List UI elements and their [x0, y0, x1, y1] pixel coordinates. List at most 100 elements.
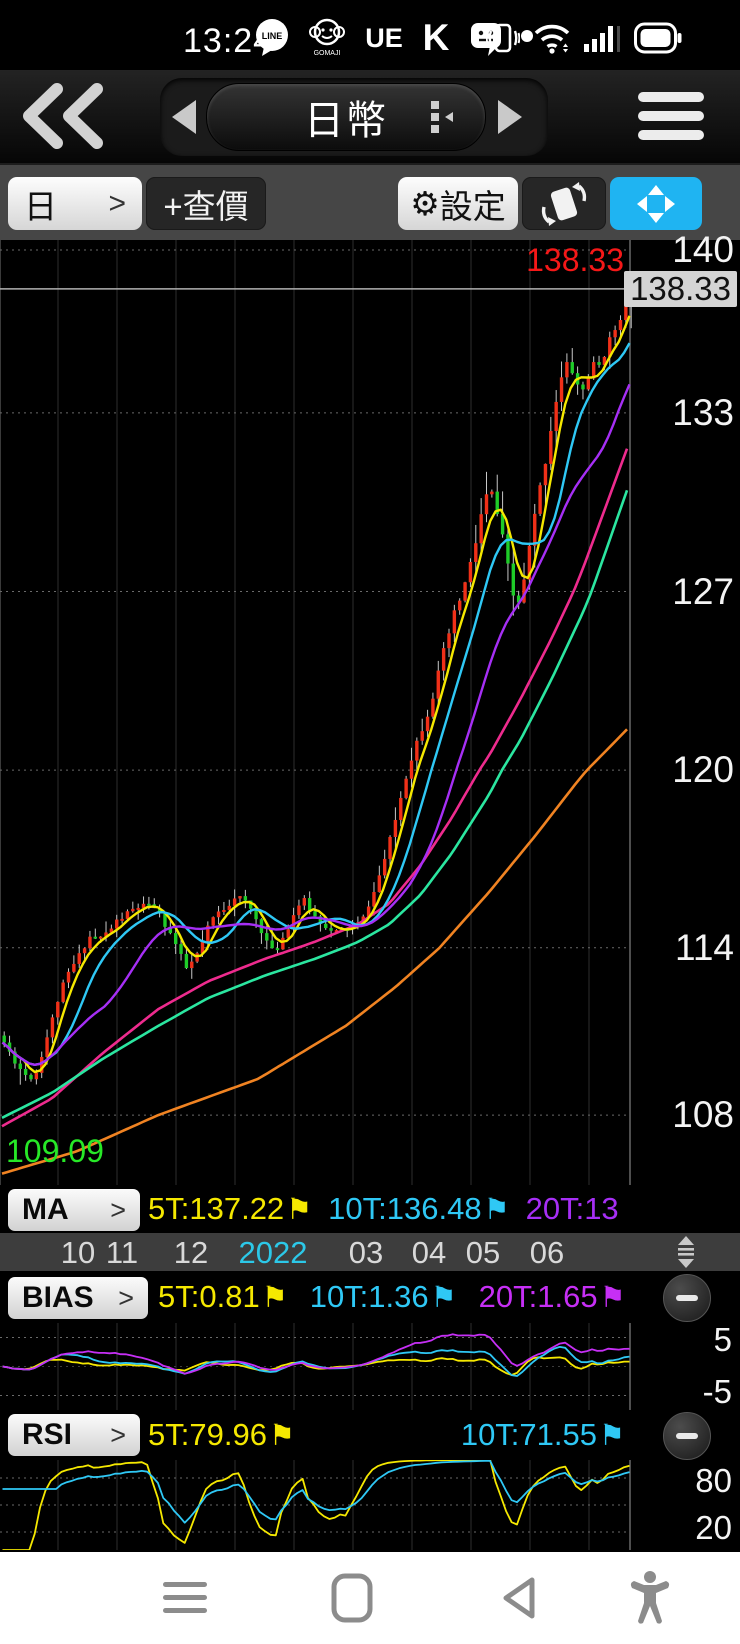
move-arrows-icon: [637, 184, 675, 223]
rsi-values: 5T:79.96 ⚑ 10T:71.55 ⚑: [148, 1410, 625, 1460]
period-high-label: 138.33: [526, 242, 624, 278]
svg-text:GOMAJI: GOMAJI: [314, 50, 341, 57]
period-low-label: 109.09: [6, 1133, 104, 1169]
settings-button[interactable]: ⚙ 設定: [398, 177, 518, 230]
vibrate-icon: [486, 23, 520, 53]
y-axis-tick: 140: [672, 229, 734, 270]
collapse-bias-button[interactable]: [663, 1274, 711, 1322]
notification-icons: LINE GOMAJI UE K: [252, 17, 534, 58]
y-axis-tick: 114: [675, 927, 734, 968]
y-axis-tick: 108: [672, 1094, 734, 1135]
y-axis-tick: 120: [672, 749, 734, 790]
last-price-badge: 138.33: [624, 271, 737, 307]
candlestick-chart[interactable]: [0, 240, 740, 1185]
svg-text:LINE: LINE: [262, 31, 283, 41]
bias-chart: 5 -5: [0, 1323, 740, 1410]
menu-button[interactable]: [638, 88, 704, 144]
chevron-right-icon: >: [108, 186, 126, 220]
back-button[interactable]: [10, 80, 120, 152]
chevron-right-icon: >: [110, 1194, 126, 1225]
y-axis-tick: 133: [672, 392, 734, 433]
time-axis[interactable]: 10 11 12 2022 03 04 05 06: [0, 1233, 740, 1271]
accessibility-icon[interactable]: [628, 1570, 672, 1626]
scroll-updown-icon[interactable]: [673, 1235, 699, 1269]
back-icon[interactable]: [498, 1574, 542, 1622]
gear-icon: ⚙: [410, 185, 440, 222]
up-flag-icon: ⚑: [268, 1419, 295, 1452]
rsi-chart-svg[interactable]: [0, 1459, 740, 1551]
up-flag-icon: ⚑: [261, 1281, 288, 1314]
chart-toolbar: 日 > +查價 ⚙ 設定: [0, 163, 740, 242]
bias5-value: 5T:0.81 ⚑: [158, 1279, 288, 1314]
bias-tick: -5: [702, 1373, 732, 1410]
svg-text:K: K: [423, 17, 450, 58]
system-nav-bar: [0, 1552, 740, 1644]
period-label: 日: [24, 187, 57, 225]
time-label: 12: [173, 1235, 209, 1270]
rsi-indicator-row: RSI > 5T:79.96 ⚑ 10T:71.55 ⚑: [0, 1410, 740, 1460]
ma20-value: 20T:13: [525, 1191, 619, 1226]
bias-indicator-row: BIAS > 5T:0.81 ⚑ 10T:1.36 ⚑ 20T:1.65 ⚑: [0, 1271, 740, 1323]
prev-symbol-button[interactable]: [172, 100, 196, 134]
rsi-tick: 80: [695, 1462, 732, 1499]
rsi5-value: 5T:79.96 ⚑: [148, 1417, 295, 1452]
rotate-screen-button[interactable]: [522, 177, 606, 230]
k-icon: K: [423, 17, 450, 58]
time-label: 04: [411, 1235, 447, 1270]
ma10-value: 10T:136.48 ⚑: [328, 1191, 510, 1226]
rsi-chart: 80 20: [0, 1459, 740, 1554]
up-flag-icon: ⚑: [599, 1281, 626, 1314]
ma5-value: 5T:137.22 ⚑: [148, 1191, 313, 1226]
symbol-selector: 日幣: [160, 78, 548, 156]
bias-tick: 5: [713, 1321, 732, 1358]
signal-icon: [584, 26, 620, 52]
symbol-pill[interactable]: 日幣: [206, 83, 486, 151]
time-label: 05: [465, 1235, 501, 1270]
up-flag-icon: ⚑: [483, 1193, 510, 1226]
system-status-icons: [486, 20, 682, 56]
dot-icon: [521, 30, 533, 42]
time-label: 11: [105, 1235, 139, 1270]
time-label: 10: [60, 1235, 96, 1270]
nav-bar: 日幣: [0, 70, 740, 163]
svg-text:UE: UE: [365, 23, 403, 53]
ue-icon: UE: [365, 23, 403, 53]
rsi-tick: 20: [695, 1509, 732, 1546]
time-label: 06: [529, 1235, 565, 1270]
double-chevron-left-icon: [23, 83, 103, 149]
up-flag-icon: ⚑: [286, 1193, 313, 1226]
next-symbol-button[interactable]: [498, 100, 522, 134]
gomaji-icon: GOMAJI: [309, 18, 345, 57]
menu-lines-icon[interactable]: [161, 1578, 209, 1618]
symbol-title: 日幣: [304, 99, 388, 143]
minus-icon: [676, 1295, 698, 1301]
up-flag-icon: ⚑: [599, 1419, 625, 1452]
bias20-value: 20T:1.65 ⚑: [478, 1279, 626, 1314]
rsi10-value: 10T:71.55 ⚑: [460, 1417, 625, 1452]
chevron-right-icon: >: [110, 1419, 126, 1450]
home-icon[interactable]: [330, 1572, 374, 1624]
move-chart-button[interactable]: [610, 177, 702, 230]
add-quote-button[interactable]: +查價: [146, 177, 266, 230]
y-axis-tick: 127: [672, 571, 734, 612]
ma-values: 5T:137.22 ⚑ 10T:136.48 ⚑ 20T:13: [148, 1185, 638, 1233]
line-icon: LINE: [256, 19, 288, 56]
rotate-screen-icon: [541, 181, 587, 226]
minus-icon: [676, 1433, 698, 1439]
period-selector-button[interactable]: 日 >: [8, 177, 142, 230]
rsi-indicator-button[interactable]: RSI >: [8, 1414, 140, 1456]
bias-indicator-button[interactable]: BIAS >: [8, 1277, 148, 1319]
up-flag-icon: ⚑: [430, 1281, 457, 1314]
ma-indicator-button[interactable]: MA >: [8, 1189, 140, 1231]
time-label-year: 2022: [238, 1235, 308, 1270]
chevron-right-icon: >: [118, 1282, 134, 1313]
wifi-icon: [534, 24, 570, 54]
ma-indicator-row: MA > 5T:137.22 ⚑ 10T:136.48 ⚑ 20T:13: [0, 1185, 740, 1233]
time-label: 03: [348, 1235, 384, 1270]
bias-values: 5T:0.81 ⚑ 10T:1.36 ⚑ 20T:1.65 ⚑: [158, 1271, 641, 1323]
collapse-rsi-button[interactable]: [663, 1412, 711, 1460]
symbol-list-icon: [429, 100, 459, 139]
bias-chart-svg[interactable]: [0, 1323, 740, 1410]
main-chart: 138.33 140 138.33 133 127 120 114 108 10…: [0, 231, 740, 1185]
